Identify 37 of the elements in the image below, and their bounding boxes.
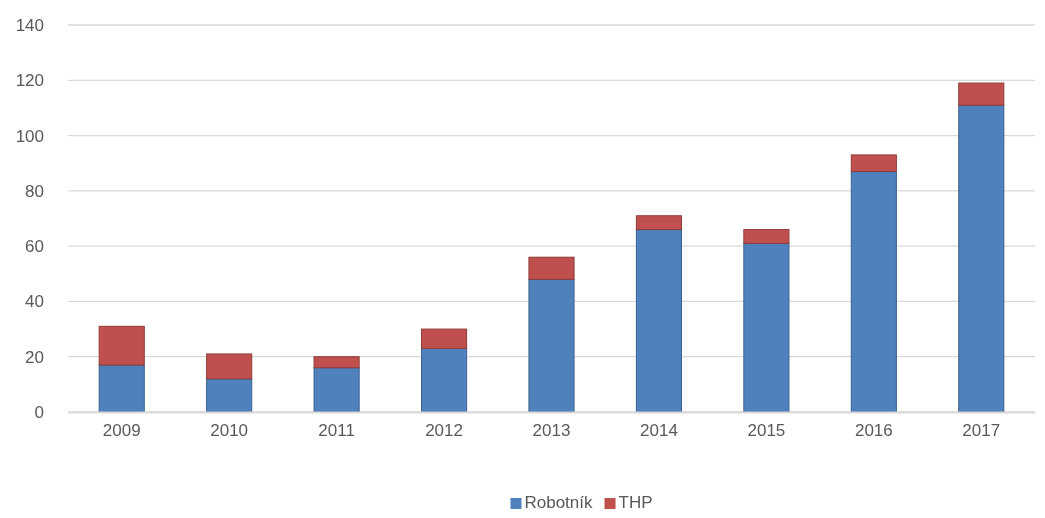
bar (635, 229, 683, 413)
bar (313, 356, 360, 369)
bar (743, 242, 790, 413)
bar (420, 347, 468, 413)
bar (635, 215, 683, 231)
y-tick-label: 80 (25, 181, 44, 201)
bar (206, 378, 253, 413)
y-tick-label: 20 (25, 347, 44, 367)
y-tick-label: 100 (15, 126, 44, 146)
x-tick-label: 2011 (318, 421, 355, 441)
x-tick-label: 2017 (962, 421, 1001, 441)
bar (528, 256, 575, 280)
y-tick-label: 140 (15, 15, 44, 35)
bar (958, 104, 1005, 413)
y-tick-label: 40 (25, 292, 44, 312)
bar (743, 229, 790, 244)
bar (206, 353, 253, 380)
y-tick-label: 120 (15, 71, 44, 91)
x-tick-label: 2013 (532, 421, 571, 441)
x-tick-label: 2010 (210, 421, 249, 441)
bar (98, 325, 145, 366)
bar (98, 364, 145, 413)
x-tick-label: 2015 (747, 421, 786, 441)
bar (313, 367, 360, 413)
bar (528, 278, 575, 413)
legend-label: Robotník (524, 493, 594, 512)
y-tick-label: 60 (25, 237, 44, 257)
bar (850, 171, 897, 413)
bar (850, 154, 897, 173)
bar (958, 82, 1005, 106)
legend-label: THP (618, 493, 653, 512)
x-tick-label: 2009 (102, 421, 141, 441)
bar (420, 328, 468, 349)
x-tick-label: 2014 (640, 421, 678, 441)
x-tick-label: 2016 (854, 421, 893, 441)
x-tick-label: 2012 (425, 421, 463, 441)
y-tick-label: 0 (34, 402, 44, 422)
